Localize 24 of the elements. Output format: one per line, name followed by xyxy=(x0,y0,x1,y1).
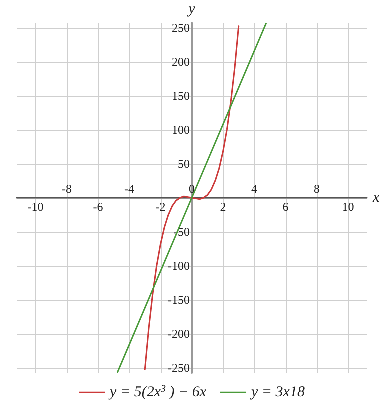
x-tick-label: -6 xyxy=(93,200,104,214)
y-tick-label: 150 xyxy=(172,88,190,103)
y-axis-title: y xyxy=(186,2,196,18)
x2-tick-label: 0 xyxy=(189,182,195,196)
x-tick-label: -10 xyxy=(28,200,44,214)
y-tick-label: 100 xyxy=(172,122,190,137)
x2-tick-label: -8 xyxy=(62,182,72,196)
y-tick-label: 200 xyxy=(172,54,190,69)
y-tick-label: -100 xyxy=(168,259,190,274)
y-tick-label: 50 xyxy=(178,156,190,171)
x-tick-label: 10 xyxy=(342,200,354,214)
y-tick-label: -250 xyxy=(168,361,190,376)
x2-tick-label: -4 xyxy=(124,182,134,196)
x-tick-label: 6 xyxy=(282,200,289,214)
x2-tick-label: 4 xyxy=(252,182,258,196)
y-tick-label: 250 xyxy=(172,20,190,35)
y-tick-label: -150 xyxy=(168,293,190,308)
x-axis-title: x xyxy=(372,190,380,206)
x2-tick-label: 8 xyxy=(314,182,320,196)
line-series xyxy=(144,26,240,370)
y-tick-label: -200 xyxy=(168,327,190,342)
x-tick-label: -2 xyxy=(156,200,166,214)
x-tick-label: 2 xyxy=(220,200,226,214)
legend-label: y = 3x18 xyxy=(250,384,306,400)
